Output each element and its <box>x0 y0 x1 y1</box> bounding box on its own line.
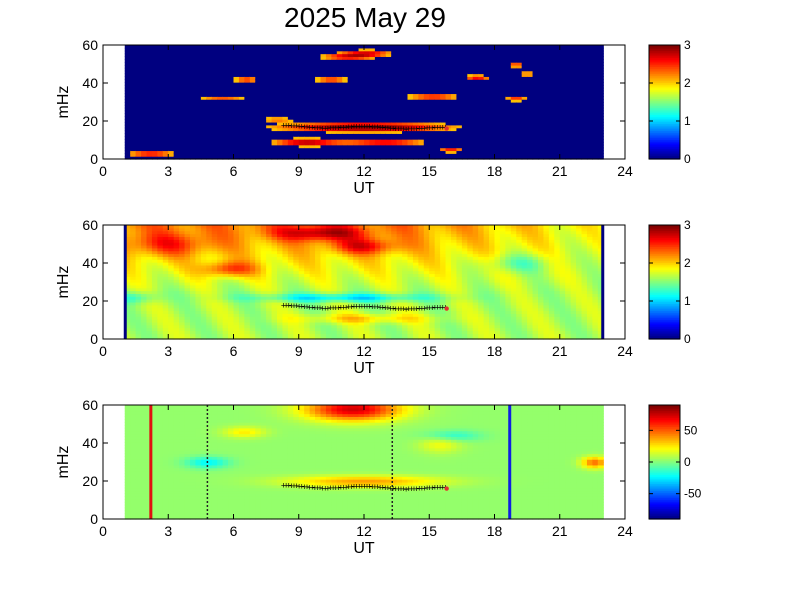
y-tick-label: 0 <box>90 331 98 347</box>
x-tick-label: 21 <box>552 343 568 359</box>
x-axis-label: UT <box>353 180 375 197</box>
x-tick-label: 9 <box>295 163 303 179</box>
x-tick-label: 21 <box>552 523 568 539</box>
x-tick-label: 6 <box>230 343 238 359</box>
x-tick-label: 12 <box>356 343 372 359</box>
y-tick-label: 60 <box>82 397 98 413</box>
y-axis-label: mHz <box>55 86 72 119</box>
x-tick-label: 18 <box>487 523 503 539</box>
heatmap-panel-1 <box>124 45 604 160</box>
y-tick-label: 60 <box>82 37 98 53</box>
x-axis-label: UT <box>353 360 375 377</box>
x-tick-label: 18 <box>487 343 503 359</box>
colorbar-tick-label: 2 <box>684 76 691 90</box>
x-tick-label: 24 <box>617 523 633 539</box>
y-axis-label: mHz <box>55 266 72 299</box>
x-tick-label: 12 <box>356 523 372 539</box>
colorbar-tick-label: 50 <box>684 423 698 437</box>
colorbar-tick-label: -50 <box>684 487 702 501</box>
x-tick-label: 6 <box>230 523 238 539</box>
x-tick-label: 24 <box>617 343 633 359</box>
x-axis-label: UT <box>353 540 375 557</box>
x-tick-label: 15 <box>421 523 437 539</box>
x-tick-label: 9 <box>295 523 303 539</box>
figure-title: 2025 May 29 <box>284 2 446 33</box>
y-tick-label: 40 <box>82 255 98 271</box>
x-tick-label: 6 <box>230 163 238 179</box>
colorbar-tick-label: 0 <box>684 332 691 346</box>
x-tick-label: 18 <box>487 163 503 179</box>
colorbar-tick-label: 2 <box>684 256 691 270</box>
y-tick-label: 0 <box>90 511 98 527</box>
x-tick-label: 12 <box>356 163 372 179</box>
colorbar-tick-label: 3 <box>684 218 691 232</box>
x-tick-label: 0 <box>99 343 107 359</box>
x-tick-label: 9 <box>295 343 303 359</box>
x-tick-label: 15 <box>421 163 437 179</box>
tracked-peak-line: ++++++++++++++++++++++++++++++++++++++++… <box>281 301 449 314</box>
x-tick-label: 0 <box>99 163 107 179</box>
y-tick-label: 20 <box>82 293 98 309</box>
y-axis-label: mHz <box>55 446 72 479</box>
y-tick-label: 0 <box>90 151 98 167</box>
x-tick-label: 21 <box>552 163 568 179</box>
y-tick-label: 40 <box>82 75 98 91</box>
y-tick-label: 40 <box>82 435 98 451</box>
x-tick-label: 3 <box>164 523 172 539</box>
y-tick-label: 60 <box>82 217 98 233</box>
tracked-peak-line: ++++++++++++++++++++++++++++++++++++++++… <box>281 481 449 494</box>
colorbar-tick-label: 1 <box>684 114 691 128</box>
x-tick-label: 3 <box>164 163 172 179</box>
colorbar-tick-label: 0 <box>684 152 691 166</box>
heatmap-panel-3 <box>124 405 604 520</box>
colorbar-tick-label: 0 <box>684 455 691 469</box>
tracked-peak-line: ++++++++++++++++++++++++++++++++++++++++… <box>281 121 449 134</box>
y-tick-label: 20 <box>82 113 98 129</box>
colorbar-panel-3: 50 0 -50 <box>648 404 702 520</box>
panel-2: ++++++++++++++++++++++++++++++++++++++++… <box>55 217 691 377</box>
x-tick-label: 24 <box>617 163 633 179</box>
heatmap-panel-2 <box>124 225 604 340</box>
colorbar-tick-label: 3 <box>684 38 691 52</box>
colorbar-panel-2: 0 1 2 3 <box>648 218 691 346</box>
panel-3: ++++++++++++++++++++++++++++++++++++++++… <box>55 397 702 557</box>
panel-1: ++++++++++++++++++++++++++++++++++++++++… <box>55 37 691 197</box>
x-tick-label: 0 <box>99 523 107 539</box>
colorbar-panel-1: 0 1 2 3 <box>648 38 691 166</box>
y-tick-label: 20 <box>82 473 98 489</box>
colorbar-tick-label: 1 <box>684 294 691 308</box>
x-tick-label: 15 <box>421 343 437 359</box>
x-tick-label: 3 <box>164 343 172 359</box>
